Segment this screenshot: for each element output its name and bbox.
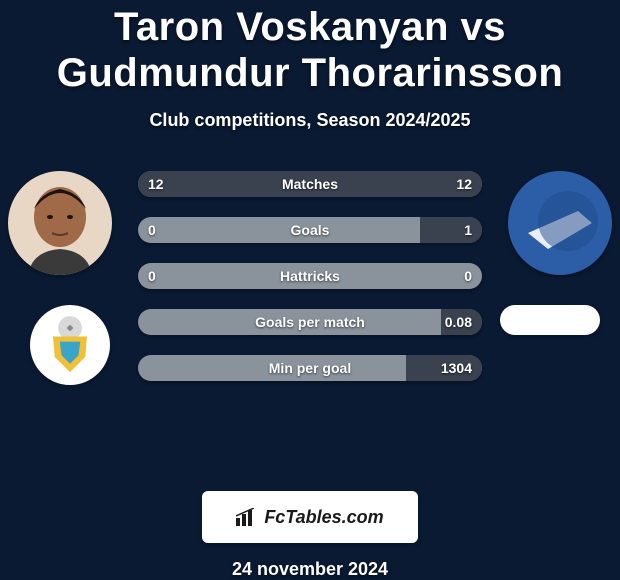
stat-bar-label: Goals per match <box>138 309 482 335</box>
stat-bar-label: Min per goal <box>138 355 482 381</box>
stat-bar: Min per goal1304 <box>138 355 482 381</box>
stat-bar: Goals per match0.08 <box>138 309 482 335</box>
subtitle: Club competitions, Season 2024/2025 <box>149 110 470 131</box>
stat-bar-label: Goals <box>138 217 482 243</box>
stat-bar: 0Goals1 <box>138 217 482 243</box>
bars-icon <box>236 508 258 526</box>
stat-bar-value-right: 12 <box>456 171 472 197</box>
club-right-badge <box>500 305 600 335</box>
logo-box: FcTables.com <box>202 491 418 543</box>
stat-bar-value-right: 1304 <box>441 355 472 381</box>
stat-bar-value-right: 1 <box>464 217 472 243</box>
page-title: Taron Voskanyan vs Gudmundur Thorarinsso… <box>0 0 620 96</box>
stat-bar-label: Matches <box>138 171 482 197</box>
club-left-badge <box>30 305 110 385</box>
date-label: 24 november 2024 <box>232 559 388 580</box>
player-right-avatar <box>508 171 612 275</box>
player-right-avatar-art <box>508 171 612 275</box>
comparison-stage: 12Matches120Goals10Hattricks0Goals per m… <box>0 159 620 243</box>
player-left-avatar-art <box>8 171 112 275</box>
stat-bar-value-right: 0 <box>464 263 472 289</box>
logo-text: FcTables.com <box>264 507 383 528</box>
stat-bar: 0Hattricks0 <box>138 263 482 289</box>
stat-bars: 12Matches120Goals10Hattricks0Goals per m… <box>138 171 482 381</box>
card: Taron Voskanyan vs Gudmundur Thorarinsso… <box>0 0 620 580</box>
stat-bar-value-right: 0.08 <box>445 309 472 335</box>
stat-bar: 12Matches12 <box>138 171 482 197</box>
player-left-avatar <box>8 171 112 275</box>
stat-bar-label: Hattricks <box>138 263 482 289</box>
